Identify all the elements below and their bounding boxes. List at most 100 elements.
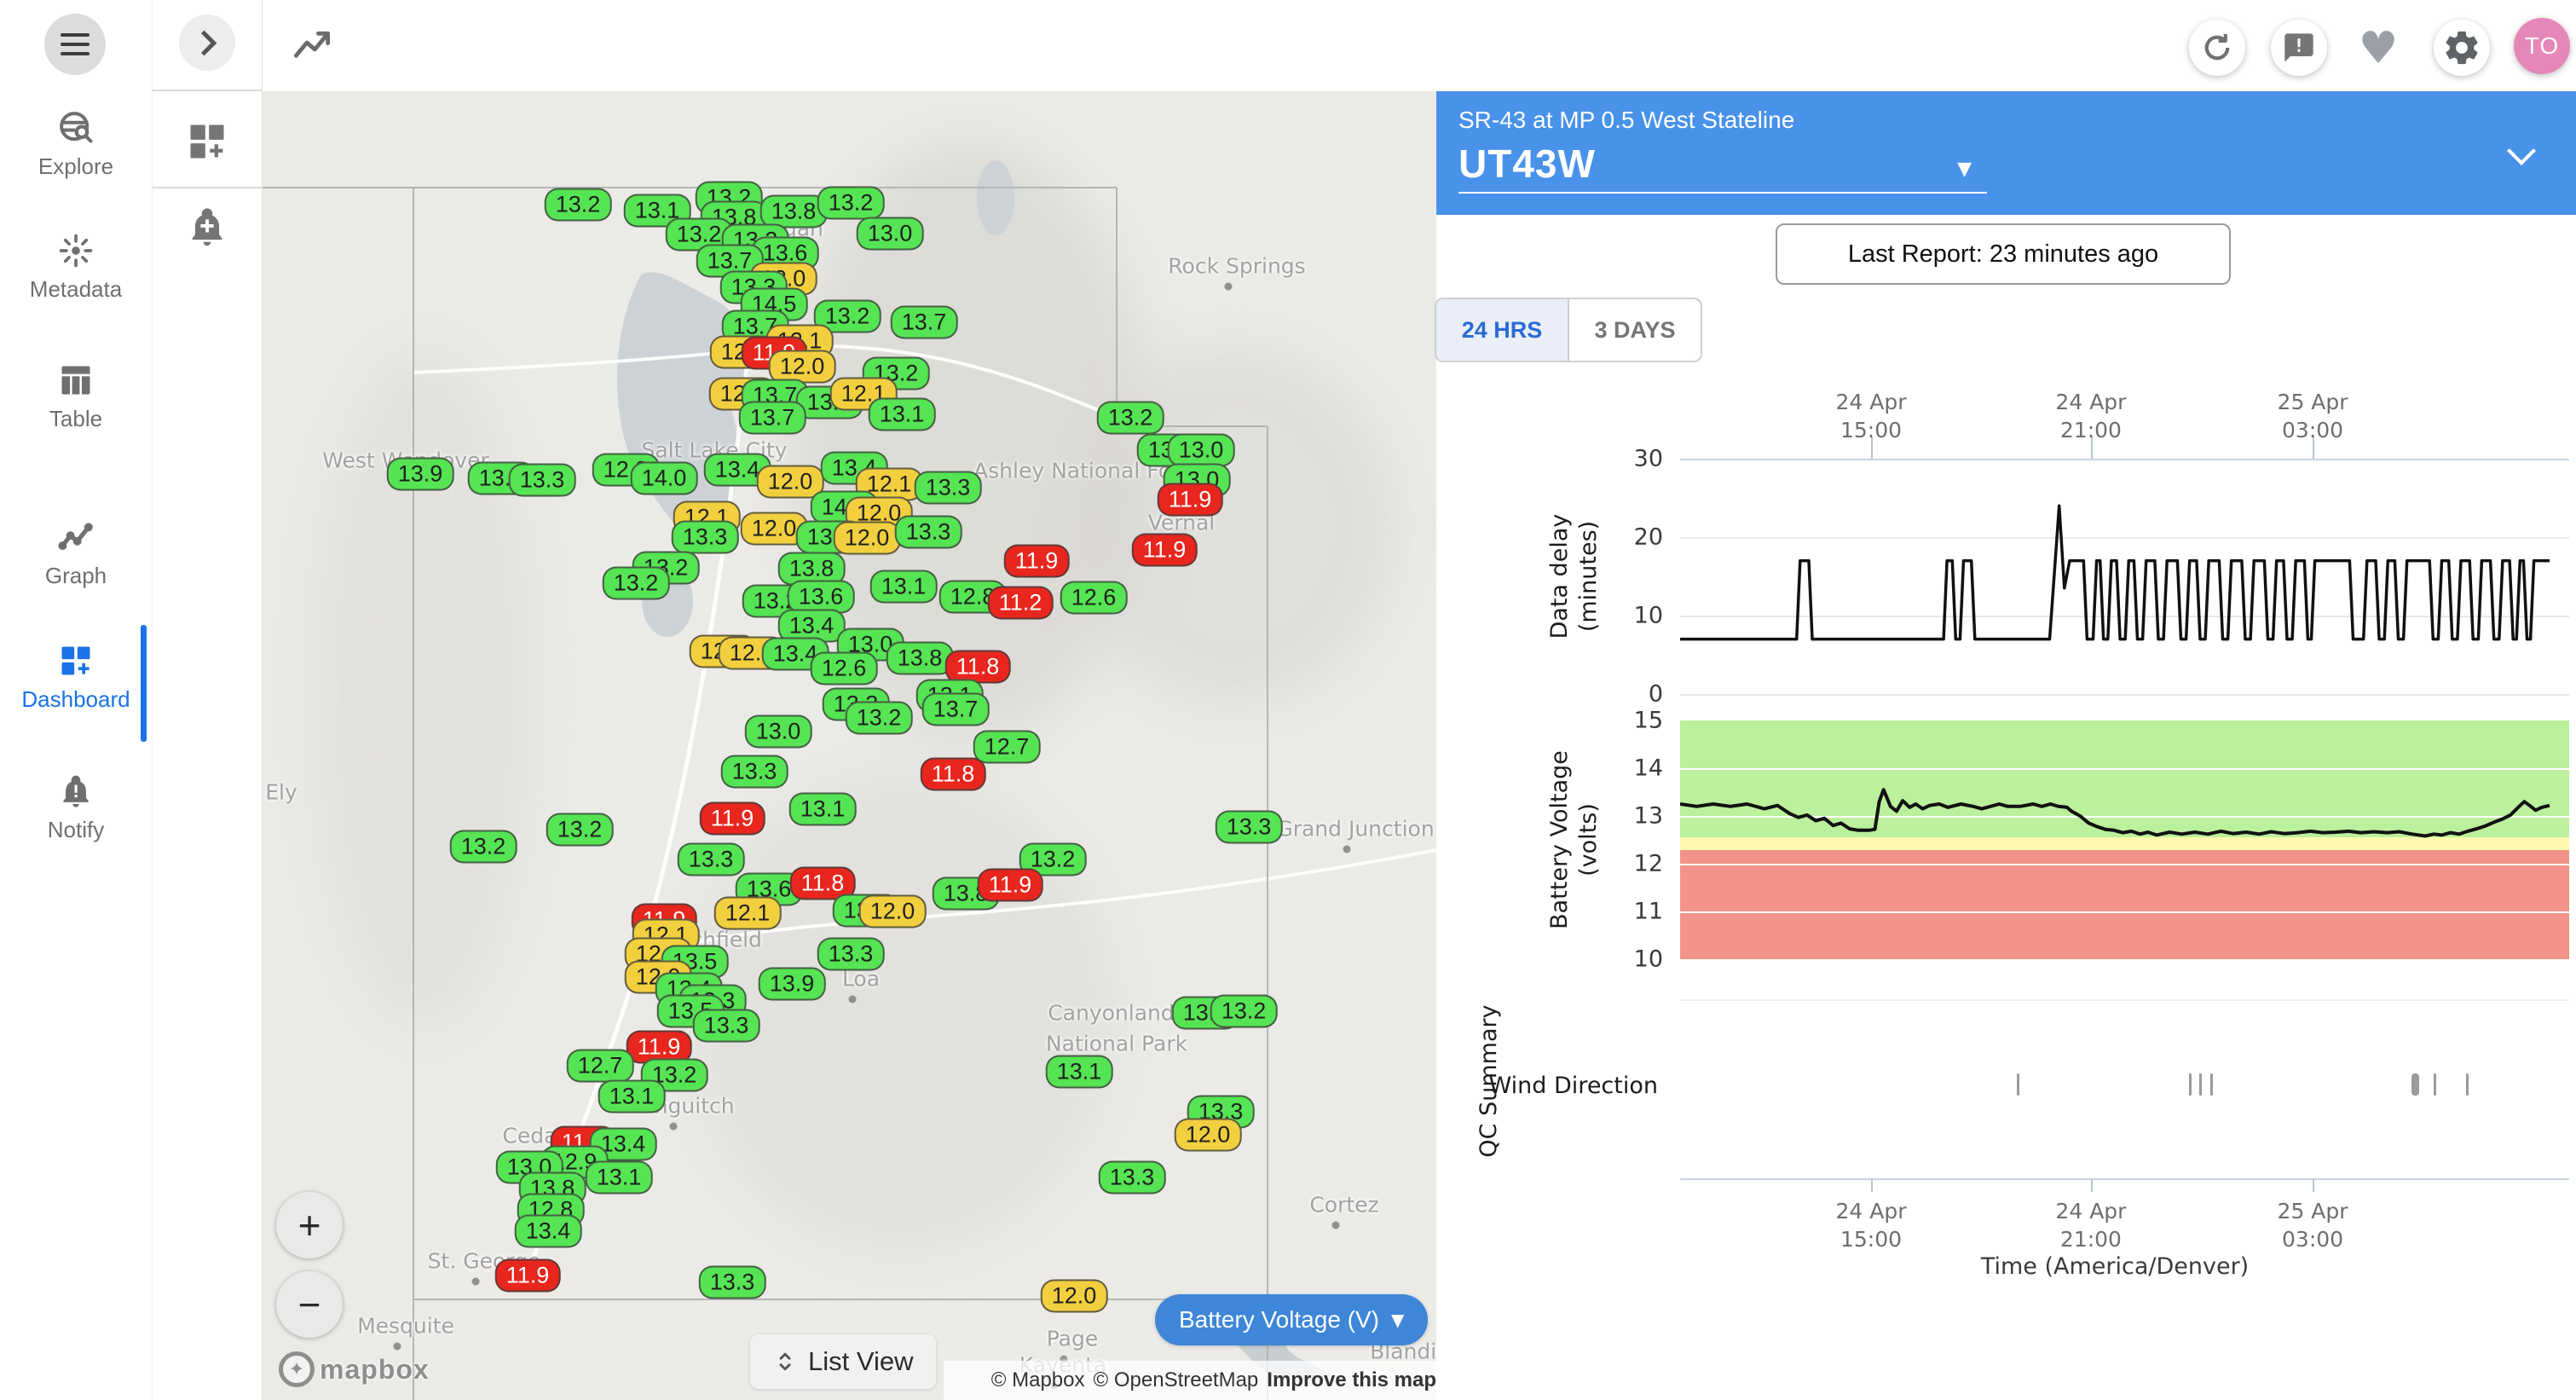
attribution-osm[interactable]: © OpenStreetMap	[1093, 1368, 1259, 1391]
trend-tool-button[interactable]	[290, 22, 334, 67]
collapse-panel-button[interactable]	[178, 14, 235, 71]
station-badge[interactable]: 13.1	[623, 194, 691, 228]
menu-button[interactable]	[44, 14, 106, 75]
station-badge[interactable]: 14.0	[630, 461, 698, 495]
station-badge[interactable]: 13.1	[598, 1079, 666, 1114]
station-badge[interactable]: 12.0	[833, 521, 901, 555]
station-badge[interactable]: 13.3	[677, 842, 745, 876]
station-badge[interactable]: 13.1	[868, 397, 936, 431]
station-badge[interactable]: 13.1	[788, 792, 857, 826]
station-badge[interactable]: 13.3	[720, 755, 788, 789]
favorite-button[interactable]: ♥	[2351, 21, 2406, 76]
avatar[interactable]: TO	[2514, 18, 2570, 74]
station-badge[interactable]: 11.9	[1131, 533, 1198, 567]
station-badge[interactable]: 12.1	[713, 896, 782, 930]
station-badge[interactable]: 13.0	[744, 714, 812, 749]
city-dot	[1343, 845, 1351, 853]
station-badge[interactable]: 13.2	[817, 186, 885, 220]
y-tick-label: 11	[1633, 898, 1663, 925]
station-badge[interactable]: 13.9	[386, 457, 454, 491]
station-badge[interactable]: 12.7	[566, 1049, 634, 1083]
add-dashboard-button[interactable]	[185, 119, 229, 168]
station-badge[interactable]: 12.0	[1174, 1118, 1242, 1152]
station-badge[interactable]: 12.0	[1040, 1279, 1108, 1313]
station-badge[interactable]: 11.9	[977, 868, 1043, 902]
settings-button[interactable]	[2434, 20, 2490, 76]
tab-24hrs[interactable]: 24 HRS	[1436, 299, 1569, 361]
mapbox-logo[interactable]: ✦ mapbox	[279, 1351, 430, 1387]
station-badge[interactable]: 13.2	[1210, 994, 1278, 1028]
station-badge[interactable]: 13.0	[1167, 433, 1235, 467]
station-badge[interactable]: 12.1	[855, 467, 923, 501]
station-badge[interactable]: 13.3	[894, 515, 962, 549]
list-view-button[interactable]: List View	[750, 1334, 936, 1389]
station-badge[interactable]: 13.2	[449, 830, 517, 864]
station-badge[interactable]: 13.3	[817, 937, 885, 971]
sidebar-item-metadata[interactable]: Metadata	[0, 232, 152, 303]
station-badge[interactable]: 11.8	[920, 757, 986, 791]
station-badge[interactable]: 13.3	[698, 1265, 766, 1299]
station-badge[interactable]: 13.7	[738, 401, 806, 435]
station-badge[interactable]: 11.9	[1157, 483, 1223, 517]
last-report-button[interactable]: Last Report: 23 minutes ago	[1776, 223, 2231, 285]
station-badge[interactable]: 12.0	[768, 350, 836, 384]
station-badge[interactable]: 13.2	[845, 701, 913, 735]
station-badge[interactable]: 13.2	[546, 813, 614, 847]
station-badge[interactable]: 13.2	[1096, 401, 1164, 435]
add-alert-button[interactable]	[185, 205, 229, 253]
zoom-in-button[interactable]: +	[276, 1192, 343, 1258]
gridline	[1680, 911, 2569, 913]
station-badge[interactable]: 13.4	[514, 1214, 582, 1248]
station-badge[interactable]: 12.7	[973, 730, 1041, 764]
station-badge[interactable]: 13.1	[1045, 1055, 1113, 1089]
collapse-header-chevron-icon[interactable]	[2507, 136, 2536, 165]
station-badge[interactable]: 12.6	[810, 651, 878, 686]
x-axis-line	[1680, 1178, 2569, 1180]
feedback-button[interactable]	[2271, 20, 2327, 76]
tab-3days[interactable]: 3 DAYS	[1594, 316, 1676, 343]
improve-map-link[interactable]: Improve this map	[1267, 1368, 1436, 1391]
station-badge[interactable]: 13.3	[914, 471, 982, 505]
station-badge[interactable]: 13.1	[585, 1160, 653, 1195]
divider	[152, 90, 262, 91]
station-badge[interactable]: 13.1	[869, 570, 938, 604]
station-badge[interactable]: 13.9	[758, 967, 826, 1001]
city-label: Page	[1046, 1326, 1099, 1351]
sidebar-item-notify[interactable]: Notify	[0, 772, 152, 843]
station-badge[interactable]: 13.3	[1098, 1160, 1166, 1195]
station-badge[interactable]: 13.2	[602, 566, 670, 600]
station-badge[interactable]: 11.2	[987, 586, 1054, 620]
station-badge[interactable]: 12.0	[858, 894, 927, 929]
station-badge[interactable]: 13.8	[886, 641, 954, 675]
attribution-mapbox[interactable]: © Mapbox	[991, 1368, 1085, 1391]
y-tick-label: 30	[1633, 445, 1663, 472]
sidebar-item-label: Graph	[44, 563, 107, 588]
station-badge[interactable]: 11.9	[1003, 544, 1070, 578]
sidebar-item-explore[interactable]: Explore	[0, 109, 152, 180]
station-badge[interactable]: 11.9	[699, 801, 765, 836]
zoom-out-button[interactable]: −	[276, 1271, 343, 1338]
plus-icon: +	[297, 1203, 321, 1247]
station-badge[interactable]: 13.2	[544, 188, 612, 222]
sidebar-item-table[interactable]: Table	[0, 362, 152, 432]
station-badge[interactable]: 13.0	[856, 217, 924, 251]
station-badge[interactable]: 13.7	[921, 692, 990, 726]
y-tick-label: 14	[1633, 755, 1663, 782]
station-badge[interactable]: 13.3	[1215, 810, 1283, 844]
station-badge[interactable]: 13.8	[760, 194, 828, 229]
battery-band	[1680, 837, 2569, 851]
refresh-button[interactable]	[2189, 20, 2245, 76]
station-select[interactable]: UT43W ▼	[1458, 141, 1987, 194]
station-badge[interactable]: 13.6	[787, 580, 855, 614]
sidebar-item-dashboard[interactable]: Dashboard	[0, 642, 152, 713]
station-badge[interactable]: 13.3	[692, 1009, 760, 1043]
station-badge[interactable]: 13.7	[890, 305, 958, 339]
layer-select-pill[interactable]: Battery Voltage (V) ▼	[1155, 1294, 1429, 1345]
sidebar-item-graph[interactable]: Graph	[0, 518, 152, 589]
station-badge[interactable]: 12.6	[1060, 581, 1128, 615]
station-badge[interactable]: 11.9	[494, 1258, 561, 1293]
station-badge[interactable]: 13.3	[508, 463, 576, 497]
station-badge[interactable]: 13.3	[671, 520, 739, 554]
station-badge[interactable]: 12.0	[756, 465, 824, 499]
